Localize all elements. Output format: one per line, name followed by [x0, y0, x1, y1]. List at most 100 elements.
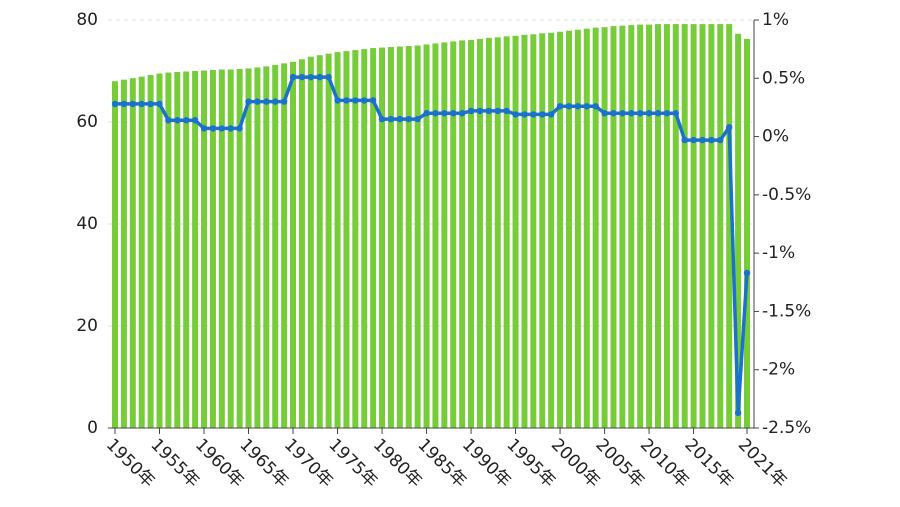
x-tick-label: 1955年 [146, 435, 203, 492]
point [191, 117, 199, 124]
bar [192, 71, 199, 428]
bar [583, 28, 590, 428]
point [325, 73, 332, 81]
point [183, 117, 190, 124]
point [521, 111, 528, 118]
y2-tick-label: -2.5% [762, 418, 811, 438]
point [111, 100, 119, 108]
y2-tick-label: -1% [762, 243, 795, 263]
bar [441, 42, 448, 428]
bar [574, 29, 581, 428]
bar [218, 69, 225, 428]
point [476, 107, 484, 115]
bar [494, 37, 501, 429]
point [280, 98, 288, 105]
bar [717, 24, 724, 429]
bar [120, 79, 127, 429]
point [227, 125, 234, 132]
y2-tick-label: -1.5% [762, 301, 811, 321]
bar [174, 72, 181, 429]
point [272, 98, 279, 105]
point [369, 97, 377, 104]
point [699, 136, 706, 144]
point [165, 117, 172, 124]
bar [521, 34, 528, 428]
bar [227, 69, 234, 428]
bar [672, 24, 679, 429]
point [663, 110, 671, 117]
bar [610, 26, 617, 429]
line [115, 75, 749, 415]
x-tick-label: 2021年 [734, 435, 791, 492]
point [236, 125, 243, 132]
point [485, 107, 493, 115]
bar [530, 34, 537, 428]
bar [281, 63, 288, 428]
point [245, 98, 252, 105]
point [583, 103, 590, 110]
y2-tick-label: -2% [762, 360, 795, 380]
y-tick-label: 60 [76, 112, 98, 132]
point [619, 110, 626, 117]
x-tick-label: 1950年 [102, 435, 159, 492]
bar [637, 24, 644, 429]
point [200, 125, 208, 132]
x-tick-label: 1980年 [369, 435, 426, 492]
bar [245, 68, 252, 428]
point [361, 97, 368, 104]
point [503, 107, 510, 115]
x-tick-label: 2015年 [681, 435, 738, 492]
bar [423, 44, 430, 428]
point [156, 100, 163, 108]
bar [681, 24, 688, 429]
bar [298, 59, 305, 429]
point [405, 115, 412, 123]
point [414, 115, 421, 123]
point [547, 111, 555, 118]
point [645, 110, 653, 117]
bar [619, 25, 626, 429]
bar [236, 68, 243, 429]
point [352, 97, 359, 104]
bar [646, 24, 653, 429]
point [539, 111, 546, 118]
bar [290, 61, 297, 428]
bar [663, 24, 670, 429]
point [254, 98, 261, 105]
point [636, 110, 644, 117]
bar [387, 47, 394, 428]
point [734, 409, 742, 417]
point [681, 136, 688, 144]
point [467, 107, 475, 115]
y2-tick-label: 0% [762, 127, 789, 147]
point [512, 111, 519, 118]
point [316, 73, 323, 81]
point [441, 110, 448, 117]
bar [183, 71, 190, 428]
bar [699, 24, 706, 429]
bar [726, 24, 733, 429]
point [218, 125, 226, 132]
bar [316, 55, 323, 428]
bar [468, 39, 475, 428]
bar [414, 45, 421, 428]
bar [690, 24, 697, 429]
x-tick-label: 1960年 [191, 435, 248, 492]
y2-tick-label: -0.5% [762, 185, 811, 205]
point [610, 110, 617, 117]
point [263, 98, 270, 105]
bar [450, 41, 457, 429]
point [717, 136, 724, 144]
point [307, 73, 315, 81]
x-tick-label: 1965年 [235, 435, 292, 492]
point [387, 115, 395, 123]
point [298, 73, 306, 81]
point [138, 100, 145, 108]
point [432, 110, 439, 117]
bar [396, 46, 403, 429]
point [708, 136, 715, 144]
point [672, 110, 679, 117]
bar [565, 30, 572, 429]
point [396, 115, 404, 123]
bar [201, 70, 208, 429]
